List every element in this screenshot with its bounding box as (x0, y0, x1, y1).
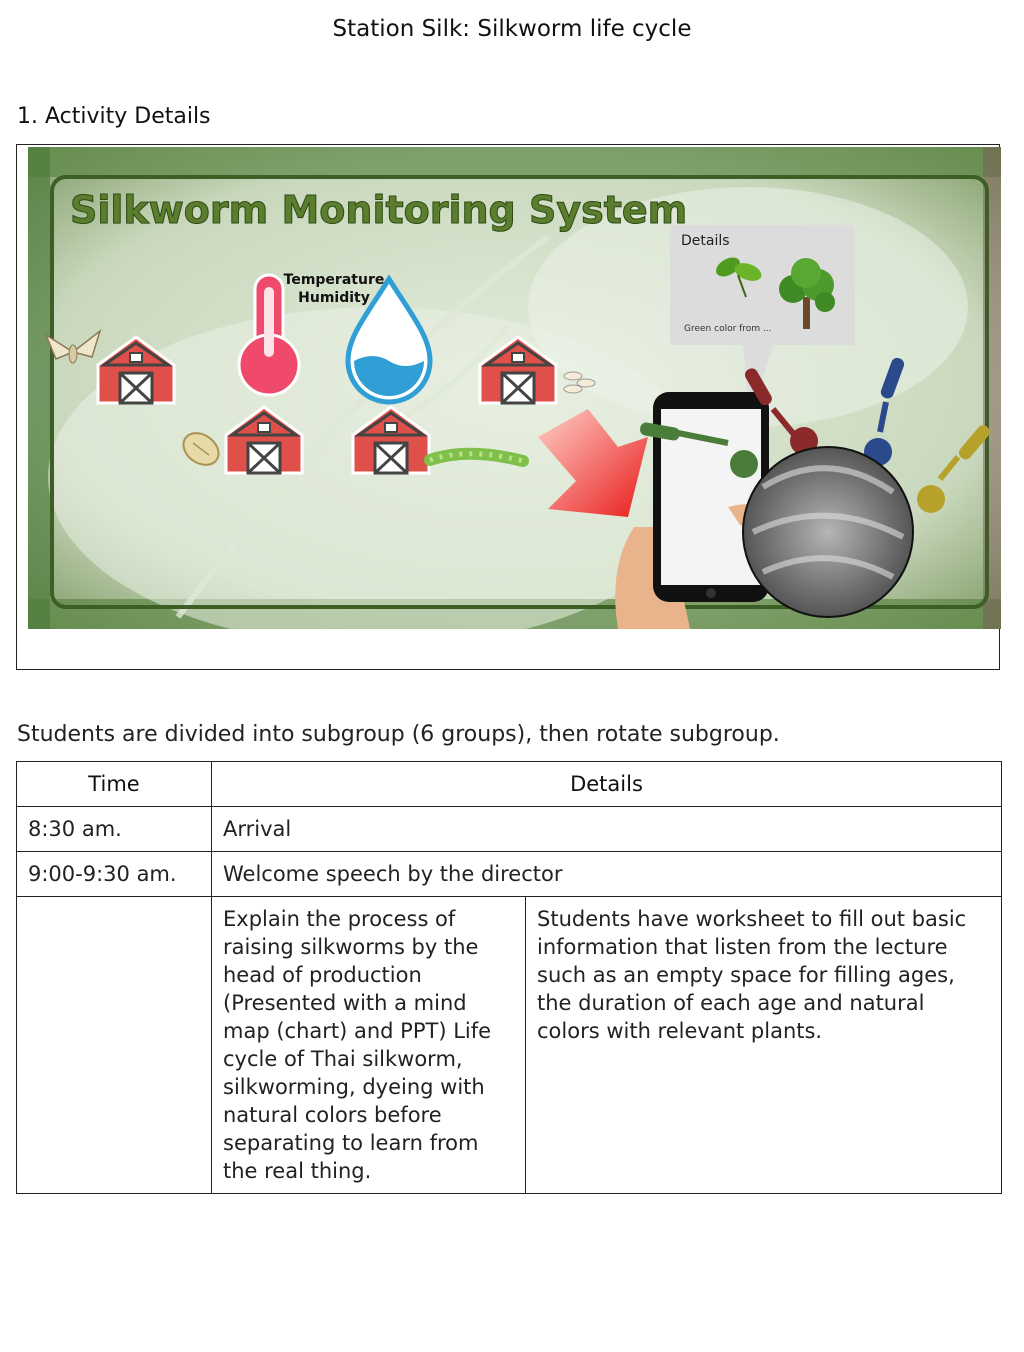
tree-icon (779, 258, 835, 329)
row-details: Arrival (211, 806, 1002, 852)
header-time: Time (16, 761, 212, 807)
row-details: Welcome speech by the director (211, 851, 1002, 897)
dropper-icon (744, 368, 818, 455)
document-title: Station Silk: Silkworm life cycle (332, 16, 692, 42)
row-time (16, 896, 212, 1194)
intro-text: Students are divided into subgroup (6 gr… (17, 722, 780, 747)
barn-icon (96, 335, 176, 405)
water-drop-icon (345, 274, 433, 405)
table-row: 8:30 am. Arrival (16, 806, 1002, 852)
banner-image-frame: Silkworm Monitoring System Details (16, 144, 1001, 670)
barn-icon (224, 405, 304, 475)
dropper-icon (917, 425, 990, 513)
silk-yarn-icon (742, 446, 914, 618)
leaf-icon (716, 257, 762, 298)
table-header-row: Time Details (16, 761, 1002, 807)
thermometer-icon (237, 273, 301, 397)
details-popup-caption: Green color from ... (684, 324, 772, 334)
silkworm-icon (424, 447, 529, 467)
worksheet-description: Students have worksheet to fill out basi… (525, 896, 1002, 1194)
schedule-table: Time Details 8:30 am. Arrival 9:00-9:30 … (16, 761, 1002, 1194)
moth-icon (44, 328, 102, 364)
section-heading: 1. Activity Details (17, 104, 211, 129)
row-time: 9:00-9:30 am. (16, 851, 212, 897)
barn-icon (351, 405, 431, 475)
arrow-icon (538, 409, 648, 517)
table-row: Explain the process of raising silkworms… (16, 896, 1002, 1194)
row-time: 8:30 am. (16, 806, 212, 852)
dropper-icon (640, 422, 758, 478)
banner-title: Silkworm Monitoring System (70, 188, 687, 232)
silkworm-monitoring-banner: Silkworm Monitoring System Details (28, 147, 1001, 629)
sensor-label-humidity: Humidity (298, 290, 370, 306)
eggs-icon (563, 371, 596, 394)
table-row: 9:00-9:30 am. Welcome speech by the dire… (16, 851, 1002, 897)
activity-description: Explain the process of raising silkworms… (211, 896, 526, 1194)
details-popup-title: Details (681, 233, 730, 249)
barn-icon (478, 335, 558, 405)
sensor-label-temperature: Temperature (284, 272, 385, 288)
header-details: Details (211, 761, 1002, 807)
cocoon-icon (182, 432, 220, 466)
